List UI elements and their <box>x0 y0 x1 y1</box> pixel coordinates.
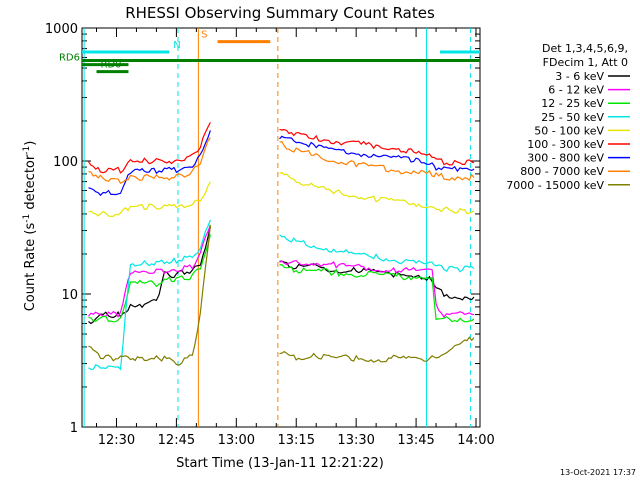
x-axis-label: Start Time (13-Jan-11 12:21:22) <box>176 456 384 471</box>
series-line-2 <box>279 263 475 323</box>
series-line-5 <box>279 128 475 166</box>
flag-label: S <box>201 30 207 41</box>
legend-label: 300 - 800 keV <box>527 152 604 165</box>
flag-label: RD6 <box>59 53 80 64</box>
series-line-7 <box>88 137 211 184</box>
legend-label: 100 - 300 keV <box>527 138 604 151</box>
series-line-4 <box>88 181 211 218</box>
plot-frame <box>81 27 481 428</box>
legend-header-2: FDecim 1, Att 0 <box>543 56 628 69</box>
flag-label: N <box>173 40 180 51</box>
x-tick-label: 14:00 <box>457 433 494 448</box>
legend-label: 800 - 7000 keV <box>520 165 604 178</box>
legend-label: 25 - 50 keV <box>541 111 604 124</box>
x-tick-label: 12:30 <box>98 433 135 448</box>
series-line-2 <box>88 234 211 323</box>
x-tick-label: 13:00 <box>218 433 255 448</box>
series-line-1 <box>279 259 475 318</box>
series-line-8 <box>88 224 211 366</box>
y-tick-label: 1 <box>70 421 78 436</box>
series-line-6 <box>88 130 211 197</box>
series-line-8 <box>279 336 475 363</box>
legend-label: 12 - 25 keV <box>541 97 604 110</box>
y-axis-label: Count Rate (s-1 detector-1) <box>22 141 38 312</box>
series-line-4 <box>279 171 475 215</box>
series-line-3 <box>88 219 211 371</box>
x-tick-label: 13:45 <box>397 433 434 448</box>
y-tick-label: 1000 <box>45 22 78 37</box>
series-line-7 <box>279 141 475 182</box>
y-tick-label: 10 <box>61 288 78 303</box>
legend-label: 7000 - 15000 keV <box>506 179 604 192</box>
y-tick-label: 100 <box>53 155 78 170</box>
legend-label: 6 - 12 keV <box>548 84 604 97</box>
series-line-1 <box>88 224 211 318</box>
x-tick-label: 13:15 <box>278 433 315 448</box>
legend-label: 50 - 100 keV <box>534 124 604 137</box>
series-line-0 <box>88 226 211 325</box>
timestamp: 13-Oct-2021 17:37 <box>560 468 636 477</box>
chart-title: RHESSI Observing Summary Count Rates <box>125 4 435 22</box>
legend: Det 1,3,4,5,6,9, FDecim 1, Att 0 3 - 6 k… <box>506 42 630 192</box>
legend-label: 3 - 6 keV <box>555 70 604 83</box>
series-line-5 <box>88 122 211 174</box>
x-tick-label: 13:30 <box>337 433 374 448</box>
series-line-6 <box>279 135 475 173</box>
x-tick-label: 12:45 <box>158 433 195 448</box>
series-line-3 <box>279 234 475 273</box>
legend-header-1: Det 1,3,4,5,6,9, <box>542 42 628 55</box>
plot-area: 1 10 100 1000 12:30 12:45 13:00 13:15 13:30 13:45… <box>45 22 495 448</box>
